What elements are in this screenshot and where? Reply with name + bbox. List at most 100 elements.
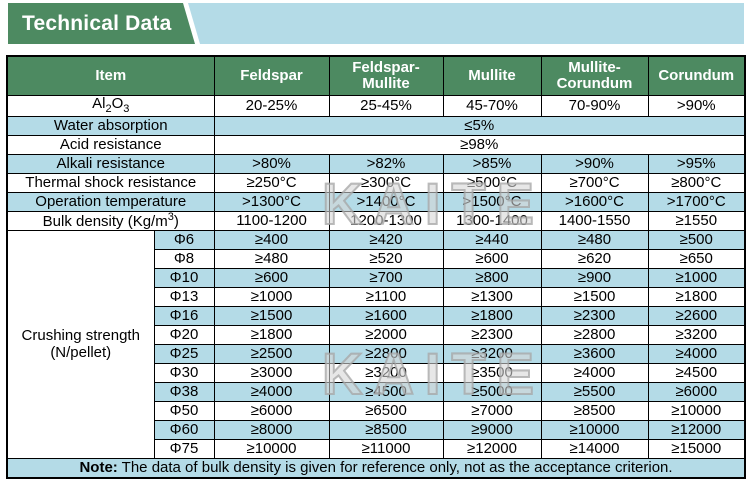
pellet-size-label: Φ8 <box>153 249 215 270</box>
table-cell: >1600°C <box>540 191 649 212</box>
table-cell: ≥600 <box>442 249 542 270</box>
table-cell: ≥1000 <box>213 287 330 308</box>
table-row: Alkali resistance >80% >82% >85% >90% >95% <box>6 153 746 174</box>
row-label: Water absorption <box>6 115 215 136</box>
table-cell: ≥15000 <box>647 439 746 460</box>
table-cell-merged: ≥98% <box>213 134 746 155</box>
table-cell: ≥2300 <box>442 325 542 346</box>
table-cell: 70-90% <box>540 95 649 117</box>
banner-green-shape <box>8 3 195 44</box>
table-row: Φ16 ≥1500 ≥1600 ≥1800 ≥2300 ≥2600 <box>7 306 746 327</box>
table-cell: ≥8500 <box>328 420 444 441</box>
table-cell: ≥900 <box>540 268 649 289</box>
note-row: Note: The data of bulk density is given … <box>6 458 746 479</box>
pellet-size-label: Φ10 <box>153 268 215 289</box>
table-cell: ≥7000 <box>442 401 542 422</box>
table-cell: >1500°C <box>442 191 542 212</box>
table-cell: ≥620 <box>540 249 649 270</box>
table-row: Water absorption ≤5% <box>6 115 746 136</box>
pellet-size-label: Φ25 <box>153 344 215 365</box>
table-cell: ≥2800 <box>328 344 444 365</box>
table-cell: >1300°C <box>213 191 330 212</box>
table-cell: 1100-1200 <box>213 210 330 232</box>
page-title: Technical Data <box>22 11 172 35</box>
table-header: Item Feldspar Feldspar-Mullite Mullite Mulli… <box>6 55 746 96</box>
banner-blue-stripe <box>188 3 744 44</box>
table-row: Acid resistance ≥98% <box>6 134 746 155</box>
table-cell: ≥2800 <box>540 325 649 346</box>
table-cell: ≥480 <box>213 249 330 270</box>
table-cell: ≥6500 <box>328 401 444 422</box>
table-cell: ≥520 <box>328 249 444 270</box>
table-cell: ≥800°C <box>647 172 746 193</box>
note-label: Note: <box>79 458 118 476</box>
table-row: Al2O3 20-25% 25-45% 45-70% 70-90% >90% <box>6 95 746 117</box>
table-row: Φ38 ≥4000 ≥4500 ≥5000 ≥5500 ≥6000 <box>7 382 746 403</box>
table-cell: >90% <box>540 153 649 174</box>
table-cell: ≥1000 <box>647 268 746 289</box>
column-header-item: Item <box>6 55 215 96</box>
table-cell: ≥420 <box>328 230 444 251</box>
table-cell: >80% <box>213 153 330 174</box>
pellet-size-label: Φ20 <box>153 325 215 346</box>
table-row: Φ25 ≥2500 ≥2800 ≥3200 ≥3600 ≥4000 <box>7 344 746 365</box>
table-cell: >95% <box>647 153 746 174</box>
table-cell: ≥3200 <box>328 363 444 384</box>
table-cell: ≥4000 <box>213 382 330 403</box>
table-cell: ≥500 <box>647 230 746 251</box>
table-row: Φ10 ≥600 ≥700 ≥800 ≥900 ≥1000 <box>7 268 746 289</box>
table-cell: 25-45% <box>328 95 444 117</box>
pellet-size-label: Φ16 <box>153 306 215 327</box>
header-row: Item Feldspar Feldspar-Mullite Mullite Mulli… <box>6 55 746 96</box>
pellet-size-label: Φ38 <box>153 382 215 403</box>
table-cell: ≥1300 <box>442 287 542 308</box>
row-label: Acid resistance <box>6 134 215 155</box>
table-cell: ≥5500 <box>540 382 649 403</box>
table-cell: ≥2300 <box>540 306 649 327</box>
column-header-mullite: Mullite <box>442 55 542 96</box>
table-row: Thermal shock resistance ≥250°C ≥300°C ≥500… <box>6 172 746 193</box>
pellet-size-label: Φ60 <box>153 420 215 441</box>
table-cell: ≥8000 <box>213 420 330 441</box>
table-cell: ≥4500 <box>647 363 746 384</box>
row-label: Operation temperature <box>6 191 215 212</box>
table-cell-merged: ≤5% <box>213 115 746 136</box>
table-cell: ≥12000 <box>647 420 746 441</box>
table-cell: ≥1600 <box>328 306 444 327</box>
table-cell: ≥1100 <box>328 287 444 308</box>
table-cell: ≥10000 <box>540 420 649 441</box>
table-cell: >1700°C <box>647 191 746 212</box>
pellet-size-label: Φ13 <box>153 287 215 308</box>
table-cell: 1400-1550 <box>540 210 649 232</box>
pellet-size-label: Φ30 <box>153 363 215 384</box>
table-row: Φ13 ≥1000 ≥1100 ≥1300 ≥1500 ≥1800 <box>7 287 746 308</box>
table-cell: ≥440 <box>442 230 542 251</box>
table-row: Operation temperature >1300°C >1400°C >1500… <box>6 191 746 212</box>
table-cell: ≥1800 <box>442 306 542 327</box>
table-cell: ≥500°C <box>442 172 542 193</box>
table-cell: ≥300°C <box>328 172 444 193</box>
table-cell: ≥400 <box>213 230 330 251</box>
table-cell: ≥4000 <box>540 363 649 384</box>
table-row: Crushing strength (N/pellet) Φ6 ≥400 ≥420 ≥4… <box>6 230 746 460</box>
table-cell: ≥3000 <box>213 363 330 384</box>
table-cell: ≥700°C <box>540 172 649 193</box>
row-label: Al2O3 <box>6 95 215 117</box>
table-cell: ≥480 <box>540 230 649 251</box>
table-cell: ≥1800 <box>647 287 746 308</box>
table-cell: ≥250°C <box>213 172 330 193</box>
table-body: Al2O3 20-25% 25-45% 45-70% 70-90% >90% Water a… <box>6 95 746 479</box>
table-cell: >90% <box>647 95 746 117</box>
row-label: Thermal shock resistance <box>6 172 215 193</box>
title-banner: Technical Data <box>8 3 744 44</box>
pellet-size-label: Φ75 <box>153 439 215 460</box>
table-row: Φ60 ≥8000 ≥8500 ≥9000 ≥10000 ≥12000 <box>7 420 746 441</box>
table-cell: ≥12000 <box>442 439 542 460</box>
table-cell: ≥600 <box>213 268 330 289</box>
column-header-feldspar: Feldspar <box>213 55 330 96</box>
table-cell: ≥8500 <box>540 401 649 422</box>
column-header-mullite-corundum: Mullite-Corundum <box>540 55 649 96</box>
table-cell: ≥11000 <box>328 439 444 460</box>
table-cell: 45-70% <box>442 95 542 117</box>
table-cell: ≥3200 <box>647 325 746 346</box>
